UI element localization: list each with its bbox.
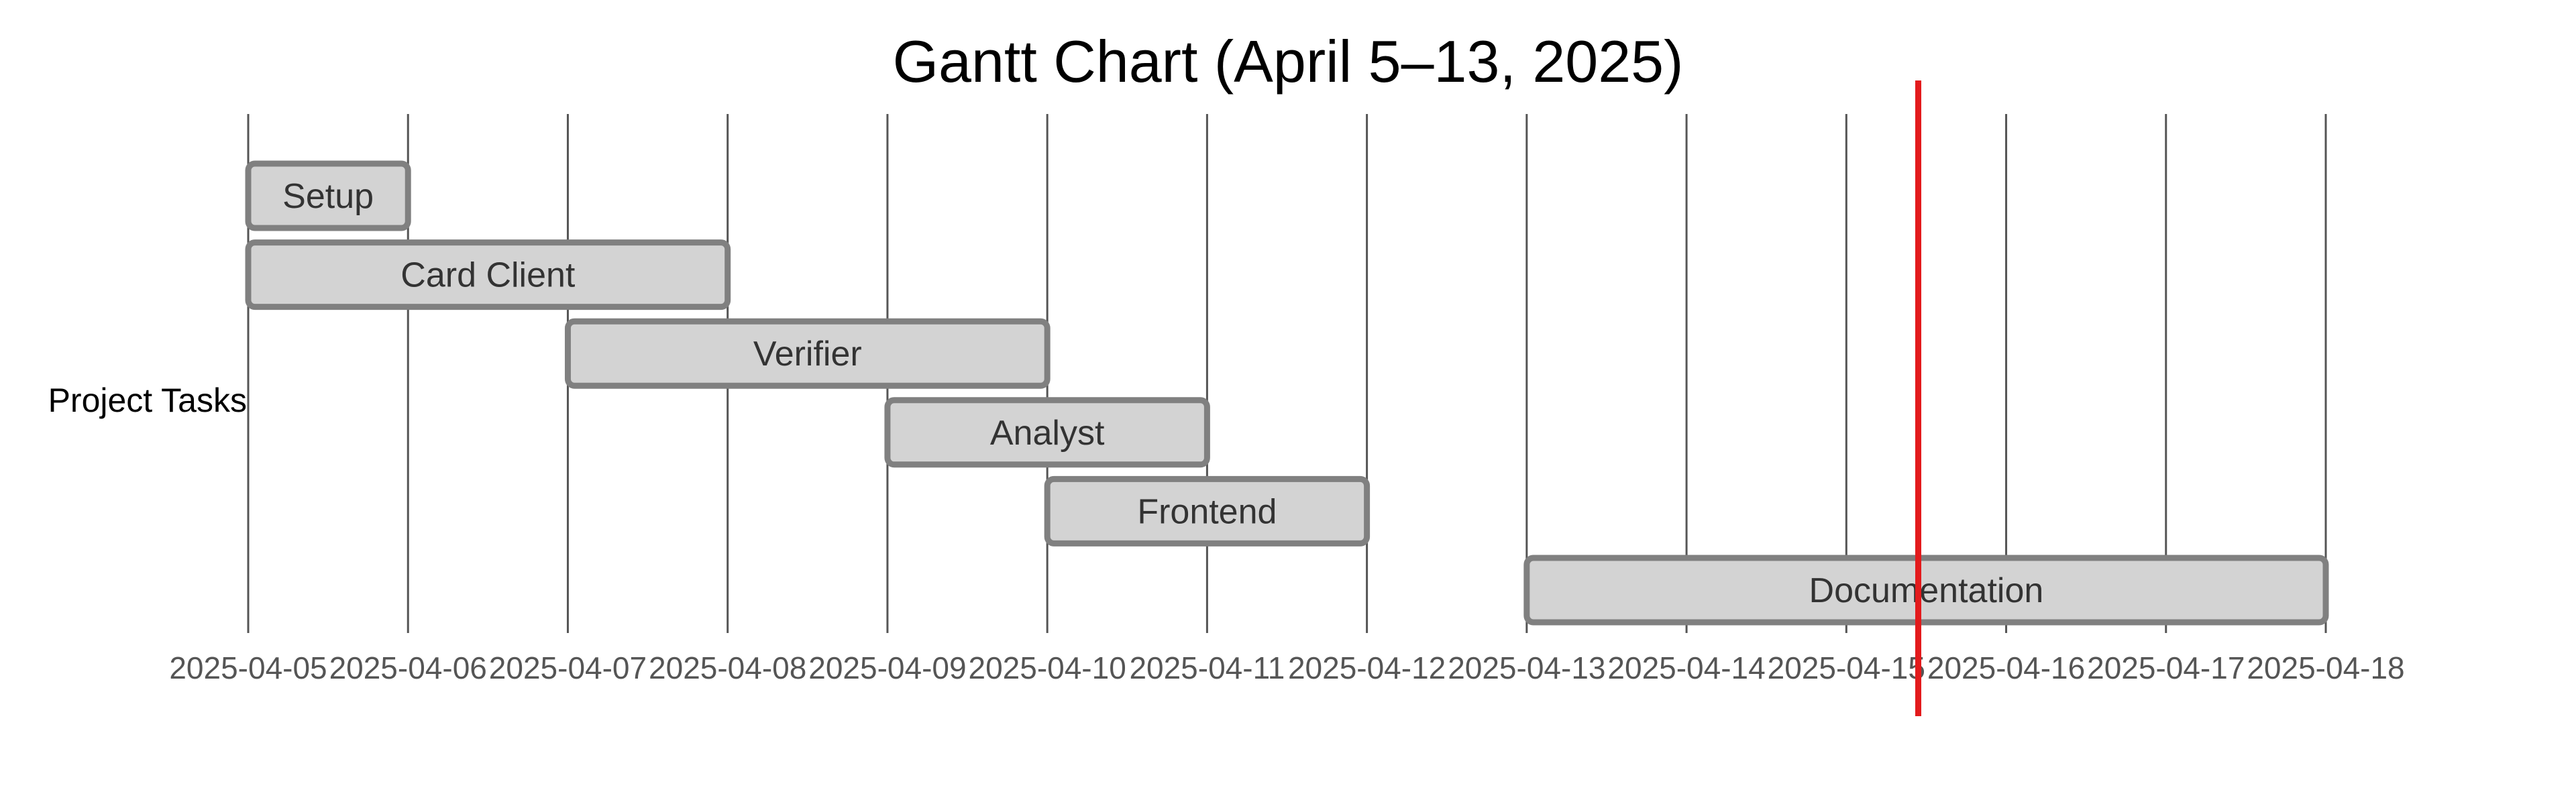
x-tick-label: 2025-04-09 (808, 650, 966, 685)
task-label: Card Client (400, 256, 576, 295)
x-tick-label: 2025-04-11 (1129, 650, 1285, 685)
task-label: Analyst (990, 414, 1105, 453)
task-bar (245, 160, 411, 231)
x-tick-label: 2025-04-12 (1288, 650, 1446, 685)
task-bar (245, 239, 731, 310)
chart-title: Gantt Chart (April 5–13, 2025) (893, 28, 1684, 95)
task-labels: Setup Card Client Verifier Analyst Frontend D… (282, 177, 2043, 610)
task-label: Documentation (1809, 571, 2044, 610)
x-tick-label: 2025-04-06 (329, 650, 487, 685)
task-bar (884, 397, 1210, 468)
x-tick-label: 2025-04-05 (169, 650, 327, 685)
x-tick-label: 2025-04-13 (1448, 650, 1605, 685)
x-tick-labels: 2025-04-05 2025-04-06 2025-04-07 2025-04-08… (169, 650, 2404, 685)
x-tick-label: 2025-04-18 (2247, 650, 2404, 685)
task-label: Verifier (753, 335, 862, 374)
x-tick-label: 2025-04-10 (968, 650, 1126, 685)
x-tick-label: 2025-04-14 (1607, 650, 1765, 685)
task-bars (245, 160, 2329, 626)
task-label: Setup (282, 177, 374, 216)
task-bar (1044, 475, 1371, 547)
x-tick-label: 2025-04-15 (1768, 650, 1925, 685)
task-bar (564, 318, 1051, 389)
x-tick-label: 2025-04-17 (2087, 650, 2245, 685)
x-tick-label: 2025-04-08 (649, 650, 806, 685)
x-tick-label: 2025-04-16 (1927, 650, 2085, 685)
task-label: Frontend (1137, 492, 1277, 531)
task-bar (1523, 555, 2329, 626)
y-axis-label: Project Tasks (48, 382, 247, 419)
x-tick-label: 2025-04-07 (489, 650, 647, 685)
